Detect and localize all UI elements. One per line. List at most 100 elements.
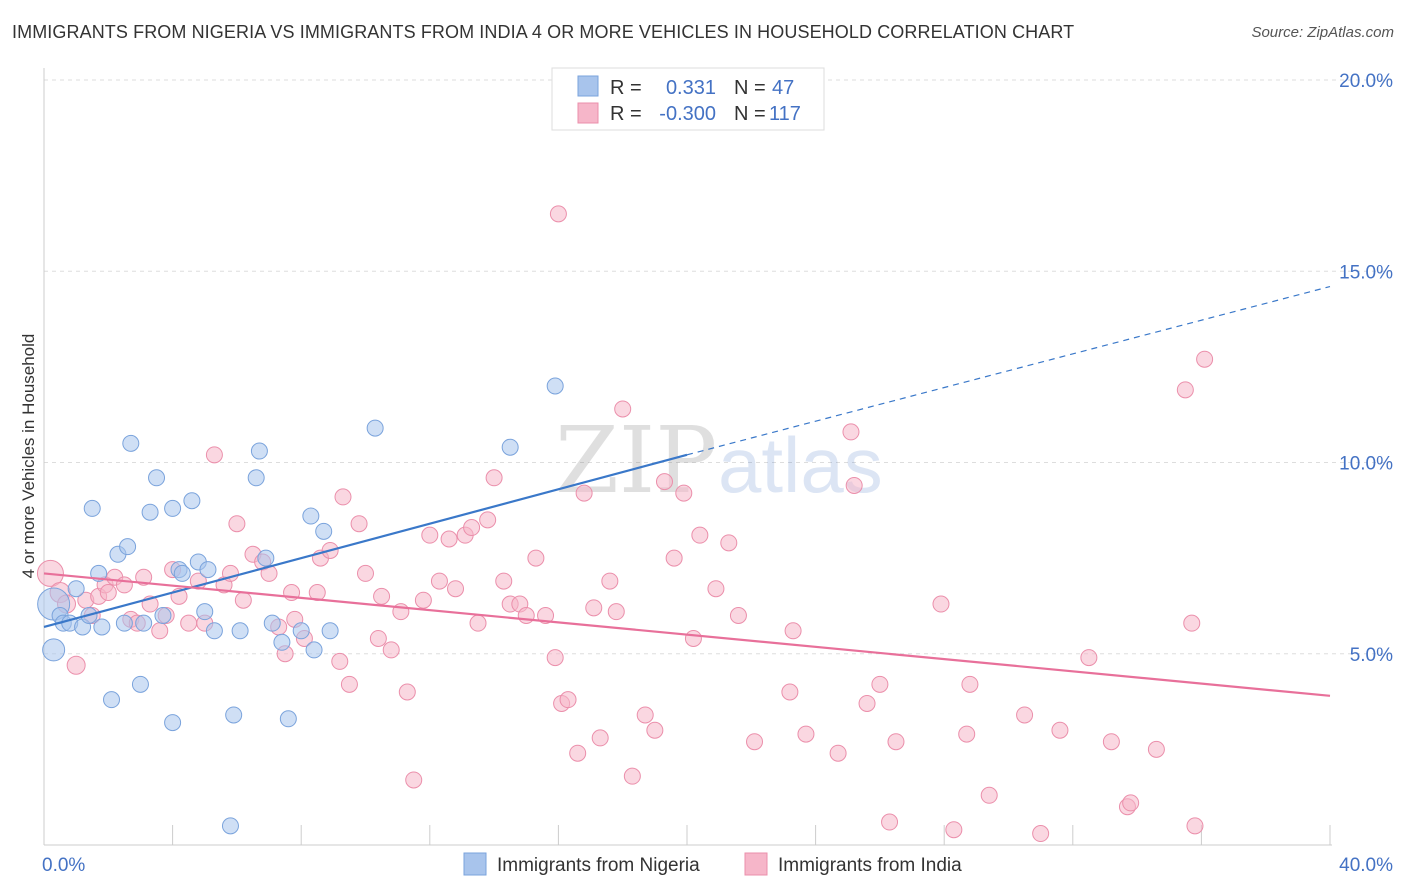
nigeria-point-41 bbox=[305, 641, 323, 659]
y-tick-label-3: 20.0% bbox=[1339, 71, 1393, 92]
india-point-80 bbox=[665, 549, 683, 567]
india-point-106 bbox=[1080, 649, 1098, 667]
legend-r-label-india: R = bbox=[610, 103, 642, 125]
legend-r-value-india: -0.300 bbox=[659, 103, 716, 125]
india-point-57 bbox=[479, 511, 497, 529]
india-point-113 bbox=[1186, 817, 1204, 835]
india-points bbox=[36, 205, 1214, 843]
x-tick-label-0: 0.0% bbox=[42, 855, 85, 876]
india-point-92 bbox=[842, 423, 860, 441]
nigeria-point-35 bbox=[257, 549, 275, 567]
india-point-83 bbox=[691, 526, 709, 544]
india-point-52 bbox=[440, 530, 458, 548]
x-tick-labels: 0.0% 40.0% bbox=[42, 855, 1393, 876]
nigeria-point-1 bbox=[42, 638, 66, 662]
y-tick-label-0: 5.0% bbox=[1350, 645, 1393, 666]
source-credit: Source: ZipAtlas.com bbox=[1251, 24, 1394, 41]
india-point-45 bbox=[382, 641, 400, 659]
india-point-100 bbox=[958, 725, 976, 743]
india-point-85 bbox=[720, 534, 738, 552]
india-point-38 bbox=[331, 652, 349, 670]
india-point-90 bbox=[797, 725, 815, 743]
legend-swatch-india bbox=[577, 102, 599, 124]
india-point-96 bbox=[881, 813, 899, 831]
india-point-104 bbox=[1032, 825, 1050, 843]
india-point-93 bbox=[845, 476, 863, 494]
india-point-88 bbox=[781, 683, 799, 701]
india-point-112 bbox=[1183, 614, 1201, 632]
india-point-15 bbox=[151, 622, 169, 640]
nigeria-point-8 bbox=[83, 499, 101, 517]
chart-title: IMMIGRANTS FROM NIGERIA VS IMMIGRANTS FR… bbox=[12, 22, 1075, 42]
india-point-55 bbox=[463, 519, 481, 537]
india-point-35 bbox=[308, 584, 326, 602]
india-point-73 bbox=[601, 572, 619, 590]
india-point-39 bbox=[334, 488, 352, 506]
x-ticks bbox=[172, 825, 1331, 845]
india-point-53 bbox=[447, 580, 465, 598]
india-point-74 bbox=[607, 603, 625, 621]
india-point-109 bbox=[1122, 794, 1140, 812]
india-point-102 bbox=[980, 786, 998, 804]
y-tick-labels: 5.0% 10.0% 15.0% 20.0% bbox=[1339, 71, 1393, 666]
india-point-75 bbox=[614, 400, 632, 418]
india-point-87 bbox=[746, 733, 764, 751]
legend-swatch-nigeria bbox=[577, 75, 599, 97]
india-point-103 bbox=[1016, 706, 1034, 724]
nigeria-point-36 bbox=[263, 614, 281, 632]
india-point-62 bbox=[517, 607, 535, 624]
india-point-63 bbox=[527, 549, 545, 567]
india-point-64 bbox=[537, 607, 555, 624]
india-point-79 bbox=[655, 473, 673, 491]
india-point-42 bbox=[357, 564, 374, 582]
y-axis-label: 4 or more Vehicles in Household bbox=[19, 334, 38, 579]
nigeria-point-13 bbox=[115, 614, 133, 632]
nigeria-point-40 bbox=[302, 507, 320, 525]
legend-n-label-india: N = bbox=[734, 103, 766, 125]
india-point-13 bbox=[135, 568, 153, 586]
india-point-43 bbox=[369, 629, 387, 647]
trend-lines bbox=[43, 285, 1331, 697]
nigeria-point-17 bbox=[135, 614, 153, 632]
y-tick-label-1: 10.0% bbox=[1339, 454, 1393, 475]
nigeria-point-37 bbox=[273, 633, 291, 651]
india-point-78 bbox=[646, 721, 664, 739]
legend-r-value-nigeria: 0.331 bbox=[666, 77, 716, 99]
india-point-26 bbox=[234, 591, 252, 609]
nigeria-point-14 bbox=[119, 538, 137, 556]
india-point-107 bbox=[1102, 733, 1120, 751]
legend-r-label-nigeria: R = bbox=[610, 77, 642, 99]
india-point-91 bbox=[829, 744, 847, 762]
india-point-114 bbox=[1196, 350, 1214, 368]
india-point-8 bbox=[99, 584, 117, 602]
bottom-legend: Immigrants from Nigeria Immigrants from … bbox=[463, 852, 962, 876]
india-point-50 bbox=[421, 526, 439, 544]
nigeria-point-28 bbox=[199, 561, 217, 579]
nigeria-point-34 bbox=[250, 442, 268, 460]
india-point-65 bbox=[546, 649, 564, 667]
india-point-41 bbox=[350, 515, 368, 533]
nigeria-point-29 bbox=[205, 622, 223, 640]
bottom-legend-swatch-nigeria bbox=[463, 852, 487, 876]
nigeria-trend-extension bbox=[686, 285, 1331, 456]
legend-box: R = 0.331 N = 47 R = -0.300 N = 117 bbox=[551, 67, 825, 131]
india-point-101 bbox=[961, 675, 979, 693]
nigeria-point-42 bbox=[315, 522, 333, 540]
india-point-47 bbox=[398, 683, 416, 701]
india-point-71 bbox=[585, 599, 603, 617]
india-point-70 bbox=[575, 484, 593, 502]
nigeria-point-11 bbox=[103, 691, 121, 709]
india-point-81 bbox=[675, 484, 693, 502]
nigeria-points bbox=[37, 377, 564, 835]
india-point-58 bbox=[485, 469, 503, 487]
india-point-44 bbox=[373, 587, 391, 605]
india-trend-line bbox=[43, 572, 1331, 697]
india-point-69 bbox=[569, 744, 587, 762]
nigeria-point-45 bbox=[501, 438, 519, 456]
india-point-82 bbox=[684, 629, 702, 647]
india-point-49 bbox=[414, 591, 432, 609]
india-point-3 bbox=[66, 655, 86, 675]
india-point-22 bbox=[205, 446, 223, 464]
india-point-94 bbox=[858, 694, 876, 712]
legend-n-value-nigeria: 47 bbox=[772, 77, 794, 99]
